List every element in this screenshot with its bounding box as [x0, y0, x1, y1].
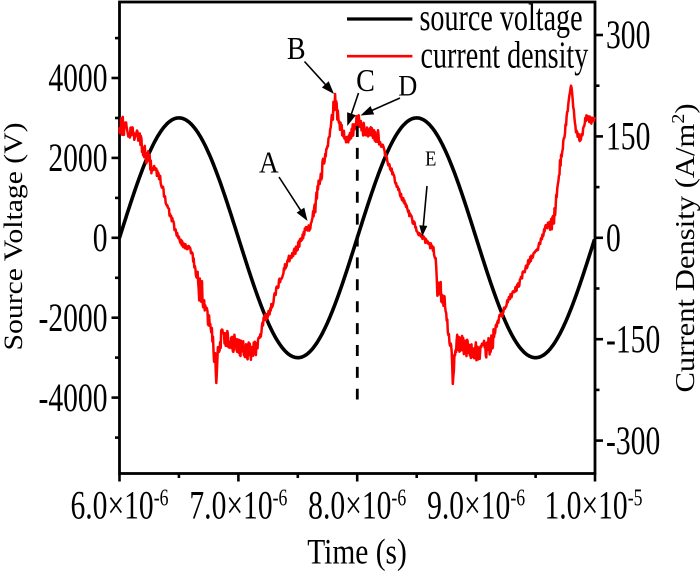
svg-text:8.0×10-6: 8.0×10-6 — [308, 483, 406, 527]
svg-text:Source Voltage (V): Source Voltage (V) — [0, 123, 29, 351]
svg-text:B: B — [287, 30, 306, 66]
svg-text:A: A — [259, 146, 279, 180]
svg-text:-150: -150 — [606, 317, 660, 361]
svg-text:1.0×10-5: 1.0×10-5 — [544, 483, 642, 527]
svg-text:-2000: -2000 — [38, 296, 107, 340]
svg-text:4000: 4000 — [48, 56, 107, 100]
svg-text:9.0×10-6: 9.0×10-6 — [427, 483, 525, 527]
svg-text:-4000: -4000 — [38, 376, 107, 420]
svg-text:D: D — [398, 70, 417, 103]
svg-text:0: 0 — [93, 216, 108, 260]
svg-text:150: 150 — [606, 114, 650, 158]
svg-text:C: C — [356, 62, 375, 98]
svg-text:7.0×10-6: 7.0×10-6 — [189, 483, 287, 527]
svg-text:Current Density (A/m2): Current Density (A/m2) — [669, 103, 700, 392]
svg-text:0: 0 — [606, 216, 621, 260]
svg-text:Time (s): Time (s) — [307, 533, 407, 572]
svg-text:source voltage: source voltage — [420, 0, 583, 39]
svg-text:current density: current density — [421, 35, 589, 77]
svg-text:300: 300 — [606, 13, 650, 57]
svg-text:2000: 2000 — [48, 136, 107, 180]
svg-text:6.0×10-6: 6.0×10-6 — [70, 483, 168, 527]
svg-text:E: E — [425, 148, 436, 171]
svg-text:-300: -300 — [606, 419, 660, 463]
